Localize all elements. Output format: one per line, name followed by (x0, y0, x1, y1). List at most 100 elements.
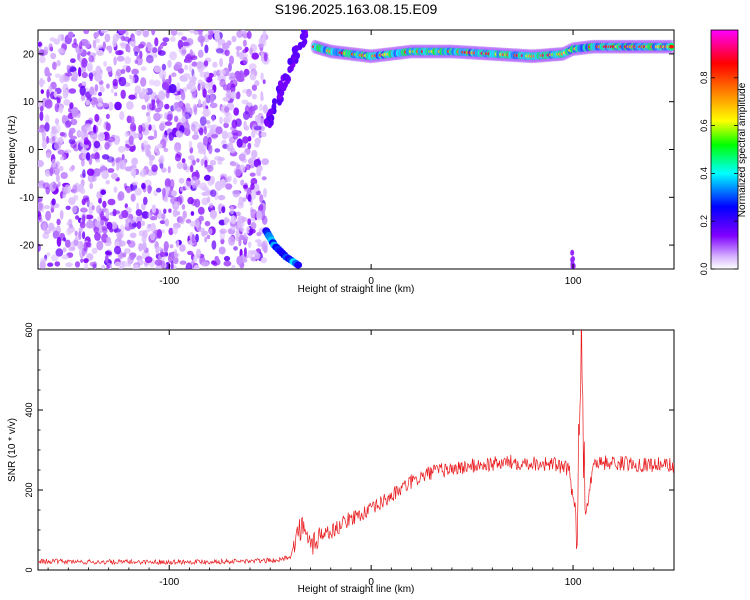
noise-cell (108, 102, 113, 111)
noise-cell (73, 71, 79, 79)
noise-cell (160, 252, 166, 257)
noise-cell (106, 237, 111, 243)
noise-cell (165, 121, 172, 126)
noise-cell (247, 31, 252, 39)
noise-cell (174, 249, 177, 258)
noise-cell (62, 193, 66, 198)
noise-cell (170, 179, 175, 189)
noise-cell (261, 132, 267, 137)
noise-cell (255, 239, 262, 243)
noise-cell (56, 60, 61, 66)
lower-track-cell (294, 262, 302, 269)
noise-cell (259, 104, 263, 112)
noise-cell (264, 53, 268, 62)
noise-cell (169, 84, 177, 93)
y-tick-label: 0 (28, 145, 34, 156)
noise-cell (164, 197, 169, 203)
noise-cell (197, 62, 203, 70)
noise-cell (190, 85, 197, 92)
noise-cell (171, 261, 174, 270)
noise-cell (48, 43, 52, 51)
noise-cell (43, 223, 47, 231)
noise-cell (208, 34, 213, 40)
noise-cell (85, 100, 90, 106)
noise-cell (121, 90, 126, 99)
noise-cell (83, 195, 89, 199)
noise-cell (45, 104, 52, 109)
noise-cell (58, 150, 65, 155)
noise-cell (198, 31, 202, 36)
noise-cell (145, 145, 152, 152)
noise-cell (252, 94, 257, 100)
noise-cell (255, 138, 260, 148)
noise-cell (84, 137, 89, 145)
boundary-cell (269, 108, 274, 115)
noise-cell (146, 224, 151, 232)
colorbar-tick-label: 0.4 (699, 167, 709, 180)
noise-cell (102, 103, 109, 108)
noise-cell (263, 105, 268, 114)
noise-cell (98, 132, 105, 141)
noise-cell (237, 202, 244, 208)
noise-cell (233, 246, 238, 251)
noise-cell (153, 80, 160, 87)
noise-cell (141, 66, 147, 71)
y-tick-label: 10 (23, 97, 35, 108)
noise-cell (164, 246, 168, 253)
noise-cell (248, 136, 252, 142)
noise-cell (114, 92, 117, 96)
noise-cell (190, 49, 193, 56)
noise-cell (125, 131, 130, 137)
noise-cell (59, 166, 64, 172)
noise-cell (103, 61, 107, 67)
noise-cell (102, 154, 109, 160)
noise-cell (83, 258, 89, 263)
noise-cell (68, 197, 75, 205)
noise-cell (182, 42, 190, 46)
noise-cell (160, 43, 164, 49)
noise-cell (82, 215, 85, 224)
noise-cell (69, 88, 77, 94)
noise-cell (70, 136, 77, 140)
noise-cell (167, 60, 171, 68)
noise-cell (151, 26, 155, 36)
noise-cell (44, 205, 51, 209)
noise-cell (62, 247, 66, 252)
noise-cell (175, 62, 183, 69)
noise-cell (70, 141, 77, 149)
noise-cell (99, 84, 103, 89)
noise-cell (190, 165, 194, 172)
noise-cell (56, 248, 64, 256)
noise-cell (250, 173, 256, 177)
noise-cell (65, 120, 72, 127)
noise-cell (113, 209, 117, 216)
noise-cell (224, 261, 232, 267)
noise-cell (77, 242, 80, 249)
noise-cell (96, 205, 101, 214)
noise-cell (219, 58, 223, 67)
y-tick-label: 0 (24, 567, 34, 572)
noise-cell (219, 79, 225, 87)
noise-cell (194, 219, 199, 228)
noise-cell (186, 262, 193, 272)
noise-cell (52, 159, 57, 167)
noise-cell (182, 49, 186, 54)
noise-cell (141, 88, 145, 96)
noise-cell (149, 159, 153, 166)
noise-cell (102, 226, 107, 231)
boundary-cell (292, 49, 297, 56)
noise-cell (250, 209, 257, 218)
noise-cell (187, 197, 194, 204)
noise-cell (60, 132, 65, 137)
noise-cell (192, 61, 198, 66)
noise-cell (228, 176, 232, 180)
y-tick-label: -20 (20, 241, 35, 252)
noise-cell (236, 256, 242, 265)
noise-cell (90, 77, 93, 81)
noise-cell (214, 32, 220, 39)
noise-cell (128, 46, 131, 53)
noise-cell (249, 229, 256, 234)
noise-cell (205, 72, 209, 78)
noise-cell (188, 155, 195, 160)
noise-cell (231, 91, 237, 99)
